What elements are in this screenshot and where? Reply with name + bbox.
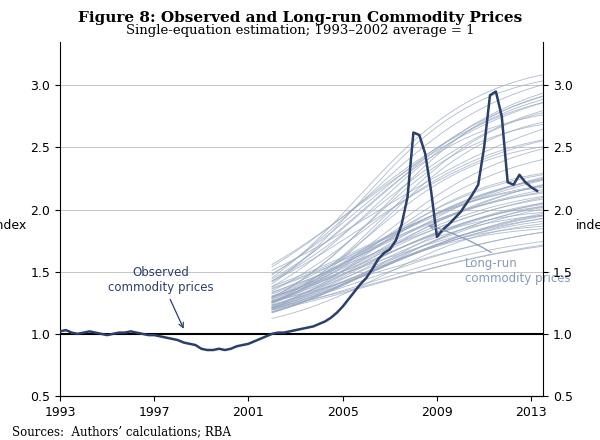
Text: Figure 8: Observed and Long-run Commodity Prices: Figure 8: Observed and Long-run Commodit… — [78, 11, 522, 25]
Text: Long-run
commodity prices: Long-run commodity prices — [429, 225, 571, 285]
Text: Sources:  Authors’ calculations; RBA: Sources: Authors’ calculations; RBA — [12, 425, 231, 438]
Text: Observed
commodity prices: Observed commodity prices — [109, 266, 214, 327]
Text: Single-equation estimation; 1993–2002 average = 1: Single-equation estimation; 1993–2002 av… — [126, 24, 474, 37]
Y-axis label: index: index — [575, 219, 600, 232]
Y-axis label: index: index — [0, 219, 28, 232]
